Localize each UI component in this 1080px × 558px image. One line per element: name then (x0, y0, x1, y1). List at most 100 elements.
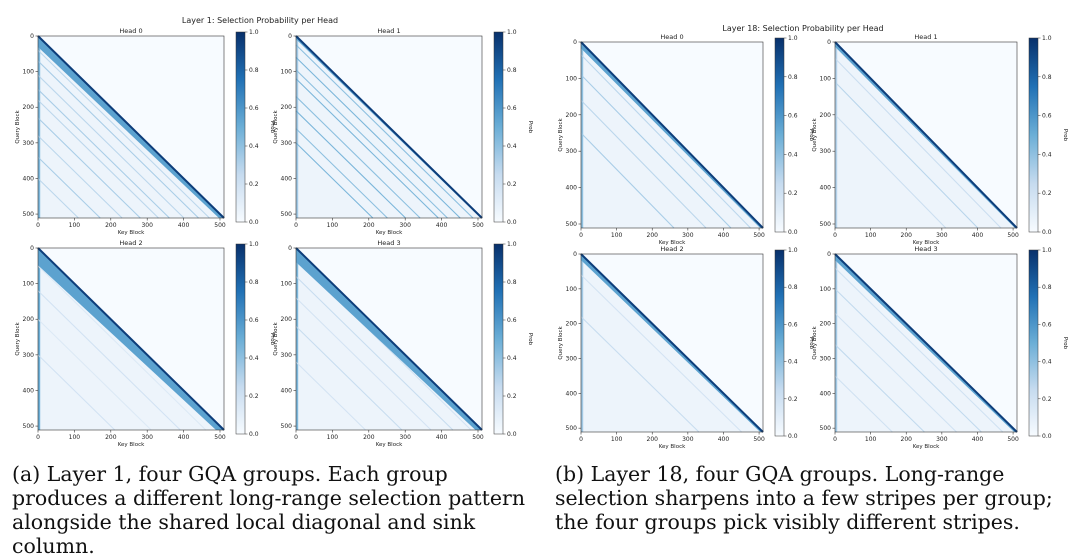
colorbar-tick-label: 0.6 (507, 105, 517, 112)
x-tick-label: 300 (141, 434, 153, 441)
colorbar (493, 243, 504, 435)
colorbar (774, 249, 785, 437)
y-tick-label: 500 (281, 423, 293, 430)
x-tick-label: 100 (69, 222, 81, 229)
caption-a: (a) Layer 1, four GQA groups. Each group… (12, 462, 526, 558)
heatmap-stripe (295, 142, 374, 219)
heatmap-main-diagonal (834, 253, 1018, 433)
colorbar-tick-label: 0.4 (507, 355, 517, 362)
x-tick-label: 500 (472, 434, 484, 441)
y-tick-label: 200 (23, 316, 35, 323)
y-tick-label: 200 (566, 321, 578, 328)
heatmap-sink-column (296, 248, 299, 430)
colorbar-tick-label: 0.2 (1042, 190, 1052, 197)
colorbar-tick-label: 0.6 (788, 113, 798, 120)
x-tick-label: 400 (972, 436, 984, 443)
colorbar-tick-label: 0.4 (1042, 359, 1052, 366)
panel-a-title: Layer 1: Selection Probability per Head (182, 16, 338, 25)
x-axis-label: Key Block (376, 442, 403, 448)
y-axis-label: Query Block (15, 322, 21, 356)
x-tick-label: 100 (69, 434, 81, 441)
plot-frame (295, 35, 483, 219)
x-tick-label: 300 (399, 434, 411, 441)
heatmap-stripe (834, 375, 893, 433)
x-tick-label: 200 (647, 436, 659, 443)
heatmap-main-diagonal (834, 41, 1018, 229)
heatmap-stripe (295, 96, 421, 219)
colorbar (235, 243, 246, 435)
colorbar-tick-label: 0.6 (507, 317, 517, 324)
y-axis-label: Query Block (273, 322, 279, 356)
y-axis-label: Query Block (273, 110, 279, 144)
colorbar-tick-label: 0.0 (507, 219, 517, 226)
y-tick-label: 400 (820, 390, 832, 397)
x-tick-label: 300 (141, 222, 153, 229)
x-tick-label: 500 (214, 434, 226, 441)
heatmap-stripe (295, 361, 366, 431)
heatmap-stripe (580, 316, 700, 433)
x-tick-label: 400 (718, 232, 730, 239)
x-tick-label: 500 (472, 222, 484, 229)
y-tick-label: 500 (281, 211, 293, 218)
subplot-title: Head 2 (119, 239, 142, 247)
x-axis-label: Key Block (913, 240, 940, 246)
x-tick-label: 400 (178, 434, 190, 441)
colorbar-tick-label: 1.0 (507, 29, 517, 36)
y-tick-label: 400 (566, 390, 578, 397)
y-tick-label: 100 (566, 286, 578, 293)
x-axis-label: Key Block (913, 444, 940, 450)
y-tick-label: 300 (281, 140, 293, 147)
y-tick-label: 200 (281, 104, 293, 111)
x-tick-label: 200 (647, 232, 659, 239)
colorbar-label: Prob (527, 333, 533, 346)
heatmap-stripe (37, 49, 210, 219)
x-tick-label: 400 (972, 232, 984, 239)
y-tick-label: 0 (573, 39, 577, 46)
y-tick-label: 0 (827, 251, 831, 258)
colorbar-tick-label: 0.2 (788, 396, 798, 403)
heatmap-stripe (295, 78, 439, 219)
heatmap-stripe (580, 74, 732, 229)
heatmap-stripe (37, 135, 123, 219)
colorbar-tick-label: 0.6 (788, 321, 798, 328)
y-tick-label: 500 (23, 423, 35, 430)
colorbar-tick-label: 0.2 (249, 181, 259, 188)
colorbar-tick-label: 0.8 (507, 279, 517, 286)
colorbar-label: Prob (1062, 129, 1068, 142)
y-tick-label: 0 (30, 33, 34, 40)
colorbar-tick-label: 0.6 (249, 105, 259, 112)
heatmap-main-diagonal (580, 253, 764, 433)
heatmap-sink-column (38, 248, 41, 430)
x-tick-label: 400 (718, 436, 730, 443)
heatmap-sink-column (296, 36, 299, 218)
subplot-title: Head 3 (914, 245, 937, 253)
y-tick-label: 500 (566, 221, 578, 228)
heatmap-stripe (580, 132, 675, 229)
y-tick-label: 300 (23, 352, 35, 359)
y-tick-label: 100 (820, 75, 832, 82)
y-tick-label: 100 (281, 69, 293, 76)
colorbar (1028, 249, 1039, 437)
heatmap-main-diagonal (580, 41, 764, 229)
heatmap-stripe (37, 318, 152, 431)
colorbar-tick-label: 0.0 (1042, 433, 1052, 440)
x-tick-label: 300 (682, 436, 694, 443)
x-tick-label: 100 (611, 436, 623, 443)
heatmap-stripe (37, 290, 181, 431)
heatmap-stripe (834, 57, 1002, 229)
heatmap-stripe (580, 54, 751, 229)
heatmap-stripe (295, 44, 474, 219)
colorbar-tick-label: 0.4 (788, 359, 798, 366)
colorbar-tick-label: 0.6 (249, 317, 259, 324)
x-tick-label: 100 (865, 436, 877, 443)
heatmap-stripe (295, 325, 403, 431)
heatmap-stripe (37, 265, 207, 431)
y-tick-label: 100 (820, 286, 832, 293)
y-tick-label: 200 (566, 112, 578, 119)
subplot-title: Head 3 (377, 239, 400, 247)
colorbar-tick-label: 0.0 (788, 433, 798, 440)
colorbar-tick-label: 0.0 (249, 219, 259, 226)
